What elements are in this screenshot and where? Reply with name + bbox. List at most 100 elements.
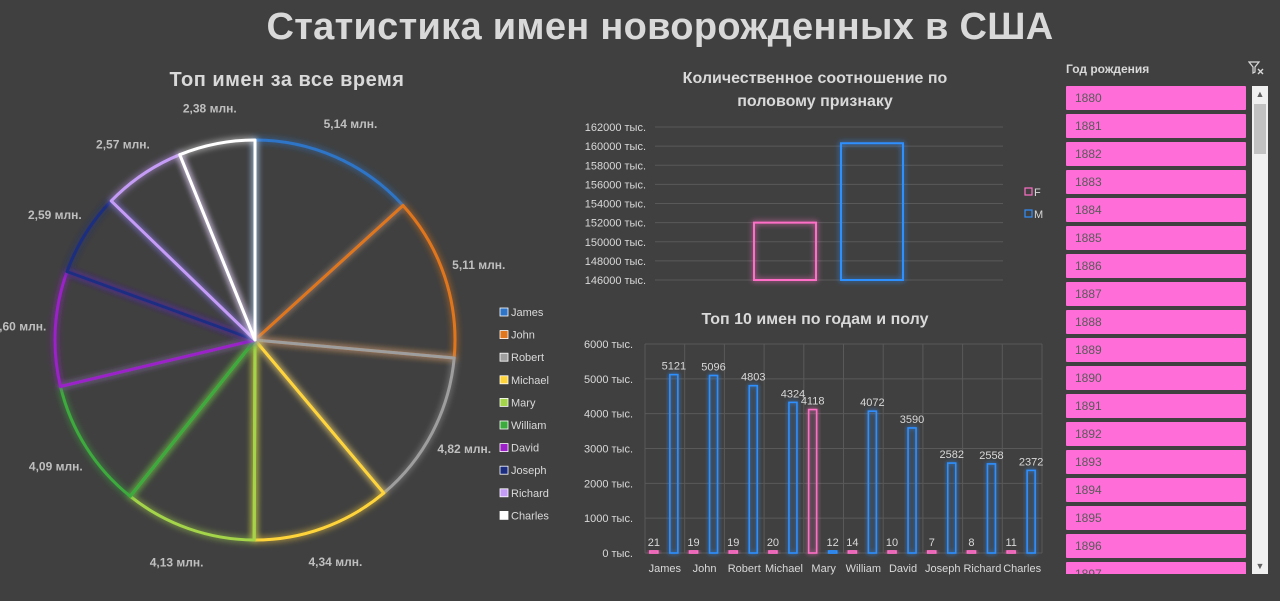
data-label: 2558 [979, 450, 1003, 462]
pie-data-label: 4,09 млн. [29, 460, 83, 474]
bar-m [669, 373, 679, 554]
slicer-item-1893[interactable]: 1893 [1066, 450, 1246, 474]
bar-m [946, 462, 957, 554]
slicer-scrollbar[interactable]: ▲ ▼ [1252, 86, 1268, 574]
y-tick-label: 0 тыс. [602, 548, 633, 560]
gender-bar-chart: Количественное соотношение по половому пр… [585, 70, 1043, 287]
pie-data-label: 4,34 млн. [309, 555, 363, 569]
slicer-item-1885[interactable]: 1885 [1066, 226, 1246, 250]
pie-slice [128, 338, 257, 542]
legend-swatch [499, 352, 509, 362]
slicer-item-1886[interactable]: 1886 [1066, 254, 1246, 278]
y-tick-label: 160000 тыс. [585, 141, 646, 153]
legend-label: John [511, 330, 535, 342]
bar-m [708, 374, 719, 554]
data-label: 20 [767, 537, 779, 549]
slicer-item-1880[interactable]: 1880 [1066, 86, 1246, 110]
bar-f [768, 550, 778, 554]
bar-f [926, 550, 937, 554]
legend-swatch [1024, 209, 1033, 218]
bar-f [688, 550, 699, 554]
slicer-list: 1880 1881 1882 1883 1884 1885 1886 1887 1888 1889… [1066, 86, 1246, 574]
slicer-item-1882[interactable]: 1882 [1066, 142, 1246, 166]
data-label: 5096 [701, 361, 725, 373]
pie-title: Топ имен за все время [170, 69, 405, 91]
data-label: 11 [1005, 537, 1016, 549]
pie-data-label: 3,60 млн. [0, 320, 46, 334]
bar-f [887, 550, 897, 554]
data-label: 4324 [781, 388, 805, 400]
pie-data-label: 5,11 млн. [452, 258, 505, 272]
y-tick-label: 162000 тыс. [585, 122, 646, 134]
x-tick-label: Robert [728, 563, 761, 575]
bar-m [867, 410, 878, 554]
y-tick-label: 150000 тыс. [585, 237, 646, 249]
pie-data-label: 2,57 млн. [96, 137, 150, 151]
scroll-up-icon[interactable]: ▲ [1255, 89, 1265, 99]
legend-label: Robert [511, 352, 544, 364]
bar-m [986, 463, 997, 554]
legend-swatch [499, 420, 509, 430]
slicer-item-1896[interactable]: 1896 [1066, 534, 1246, 558]
slicer-item-1894[interactable]: 1894 [1066, 478, 1246, 502]
y-tick-label: 5000 тыс. [584, 374, 633, 386]
bar-f [649, 550, 659, 554]
y-tick-label: 3000 тыс. [584, 444, 633, 456]
slicer-item-1892[interactable]: 1892 [1066, 422, 1246, 446]
x-tick-label: Richard [963, 563, 1001, 575]
bar-m [748, 384, 759, 554]
bar-f [753, 221, 817, 281]
top10-chart-title: Топ 10 имен по годам и полу [702, 311, 929, 328]
data-label: 12 [827, 537, 839, 549]
pie-data-label: 2,59 млн. [28, 208, 82, 222]
data-label: 2372 [1019, 456, 1043, 468]
slicer-item-1883[interactable]: 1883 [1066, 170, 1246, 194]
legend-swatch [499, 443, 509, 453]
slicer-item-1887[interactable]: 1887 [1066, 282, 1246, 306]
legend-swatch [499, 307, 509, 317]
data-label: 21 [648, 537, 660, 549]
legend-swatch [499, 397, 509, 407]
bar-f [1006, 550, 1016, 554]
slicer-item-1881[interactable]: 1881 [1066, 114, 1246, 138]
x-tick-label: William [846, 563, 881, 575]
pie-slice [253, 203, 457, 360]
data-label: 3590 [900, 414, 924, 426]
y-tick-label: 148000 тыс. [585, 256, 646, 268]
y-tick-label: 1000 тыс. [584, 513, 633, 525]
legend-label: Richard [511, 488, 549, 500]
y-tick-label: 152000 тыс. [585, 218, 646, 230]
slicer-item-1888[interactable]: 1888 [1066, 310, 1246, 334]
slicer-item-1897[interactable]: 1897 [1066, 562, 1246, 574]
data-label: 4803 [741, 372, 765, 384]
pie-slice [252, 338, 386, 542]
y-tick-label: 158000 тыс. [585, 160, 646, 172]
scroll-down-icon[interactable]: ▼ [1255, 561, 1265, 571]
legend-label: Michael [511, 375, 549, 387]
bar-f [847, 550, 858, 554]
data-label: 8 [968, 537, 974, 549]
data-label: 19 [687, 537, 699, 549]
slicer-item-1895[interactable]: 1895 [1066, 506, 1246, 530]
data-label: 10 [886, 537, 898, 549]
x-tick-label: Michael [765, 563, 803, 575]
x-tick-label: Joseph [925, 563, 960, 575]
data-label: 4072 [860, 397, 884, 409]
slicer-item-1884[interactable]: 1884 [1066, 198, 1246, 222]
pie-slice [253, 138, 405, 342]
bar-m [840, 142, 904, 281]
slicer-item-1890[interactable]: 1890 [1066, 366, 1246, 390]
x-tick-label: David [889, 563, 917, 575]
data-label: 4118 [801, 396, 825, 408]
clear-filter-icon[interactable] [1248, 60, 1264, 76]
slicer-header: Год рождения [1066, 62, 1150, 76]
scroll-thumb[interactable] [1254, 104, 1266, 154]
pie-data-label: 2,38 млн. [183, 101, 237, 115]
data-label: 2582 [940, 449, 964, 461]
legend-swatch [1024, 187, 1033, 196]
slicer-item-1891[interactable]: 1891 [1066, 394, 1246, 418]
y-tick-label: 146000 тыс. [585, 275, 646, 287]
data-label: 5121 [662, 361, 686, 373]
y-tick-label: 156000 тыс. [585, 179, 646, 191]
slicer-item-1889[interactable]: 1889 [1066, 338, 1246, 362]
